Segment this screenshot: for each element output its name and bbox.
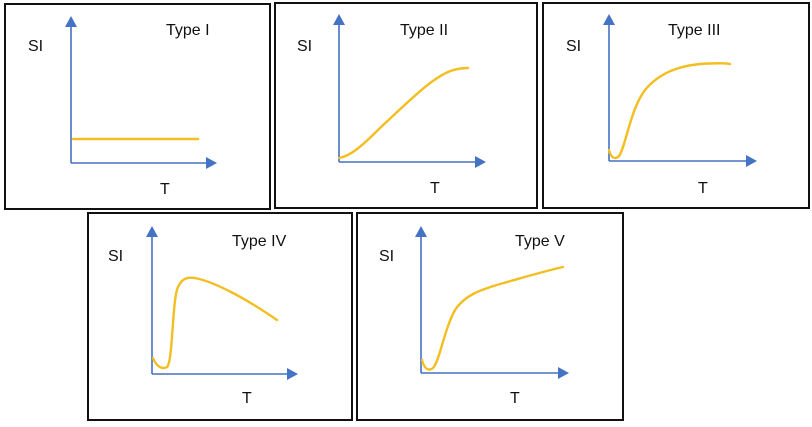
x-axis-arrow-icon xyxy=(475,156,486,168)
y-axis-arrow-icon xyxy=(146,226,158,237)
y-axis-arrow-icon xyxy=(65,16,77,27)
x-axis-arrow-icon xyxy=(746,155,757,167)
x-axis-arrow-icon xyxy=(558,367,569,379)
panel-frame xyxy=(87,212,353,421)
panel-type-1: SI Type I T xyxy=(4,3,271,210)
y-axis-arrow-icon xyxy=(603,14,615,25)
panel-type-4: SI Type IV T xyxy=(87,212,353,421)
y-axis-arrow-icon xyxy=(333,14,345,25)
panel-frame xyxy=(4,3,271,210)
y-label: SI xyxy=(297,38,312,55)
x-axis-arrow-icon xyxy=(287,368,298,380)
panel-title: Type III xyxy=(668,22,720,39)
panel-frame xyxy=(356,212,624,421)
panel-title: Type V xyxy=(515,233,565,250)
signal-curve xyxy=(607,62,732,160)
x-label: T xyxy=(698,180,708,197)
x-label: T xyxy=(242,390,252,407)
panel-title: Type II xyxy=(400,22,448,39)
x-label: T xyxy=(510,390,520,407)
x-axis-arrow-icon xyxy=(206,157,217,169)
y-axis-arrow-icon xyxy=(415,226,427,237)
panel-type-2: SI Type II T xyxy=(274,2,538,209)
panel-title: Type IV xyxy=(232,233,287,250)
y-label: SI xyxy=(379,248,394,265)
y-label: SI xyxy=(108,248,123,265)
signal-curve xyxy=(420,265,565,371)
panel-frame xyxy=(274,2,538,209)
panel-type-3: SI Type III T xyxy=(542,2,810,209)
signal-curve xyxy=(337,66,470,160)
x-label: T xyxy=(430,180,440,197)
panel-frame xyxy=(542,2,810,209)
panel-type-5: SI Type V T xyxy=(356,212,624,421)
signal-curve xyxy=(151,276,279,370)
y-label: SI xyxy=(28,38,43,55)
y-label: SI xyxy=(566,38,581,55)
x-label: T xyxy=(160,181,170,198)
panel-title: Type I xyxy=(166,22,210,39)
